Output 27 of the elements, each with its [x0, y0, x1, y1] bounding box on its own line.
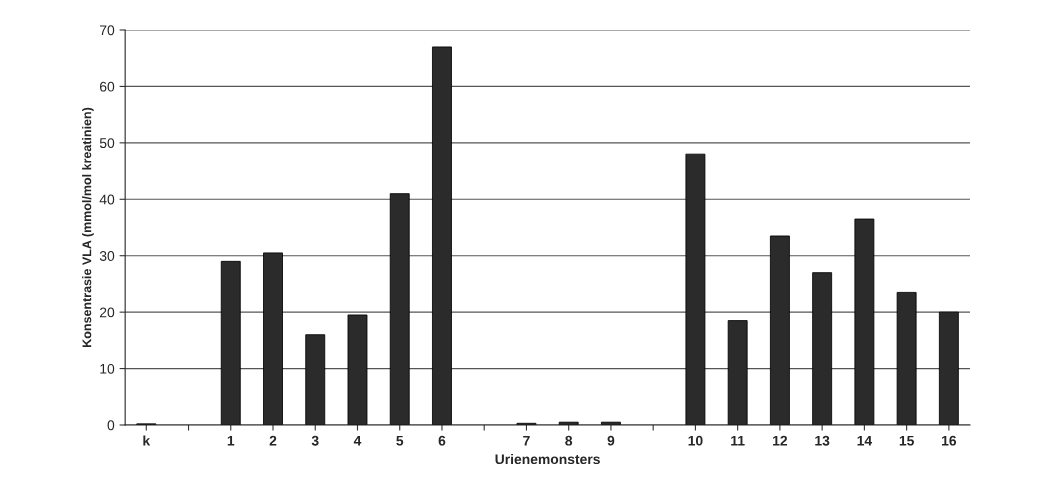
- y-tick-label: 60: [100, 81, 115, 92]
- x-tick-label: 10: [688, 435, 703, 446]
- y-tick-label: 40: [99, 194, 115, 205]
- x-tick-label: 15: [899, 435, 914, 446]
- x-tick-label: 14: [857, 435, 873, 446]
- y-tick-label: 0: [107, 420, 115, 431]
- x-tick-label: 8: [565, 435, 573, 446]
- x-tick-label: 12: [773, 435, 788, 446]
- y-tick-label: 50: [99, 138, 115, 149]
- x-tick-label: 9: [607, 435, 615, 446]
- x-tick-label: 1: [227, 435, 235, 446]
- x-tick-label: 16: [942, 435, 957, 446]
- x-tick-label: 13: [815, 435, 830, 446]
- x-tick-label: k: [143, 435, 151, 446]
- y-tick-label: 70: [100, 25, 115, 36]
- x-tick-label: 3: [311, 435, 319, 446]
- x-tick-label: 6: [438, 435, 446, 446]
- x-tick-label: 7: [523, 435, 530, 446]
- y-tick-label: 10: [100, 363, 115, 374]
- y-tick-label: 30: [99, 251, 115, 261]
- y-tick-label: 20: [100, 307, 115, 318]
- x-tick-label: 11: [731, 435, 745, 446]
- x-axis-title: Urienemonsters: [495, 453, 600, 465]
- x-tick-label: 2: [269, 435, 277, 446]
- y-axis-title: Konsentrasie VLA (mmol/mol kreatinien): [82, 107, 94, 347]
- x-tick-label: 5: [396, 435, 404, 446]
- x-tick-label: 4: [353, 435, 362, 446]
